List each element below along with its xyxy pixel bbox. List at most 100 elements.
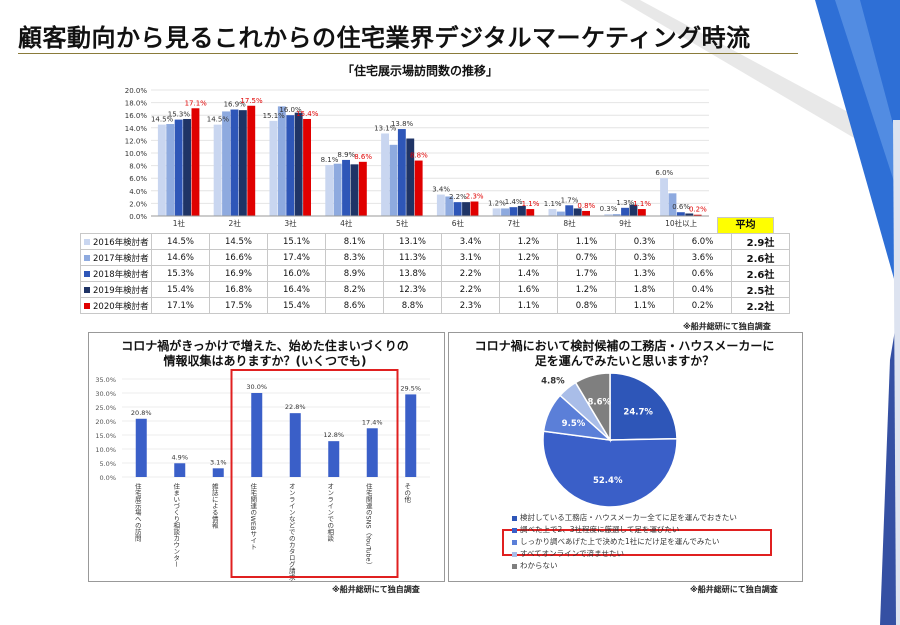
legend-swatch — [512, 563, 517, 569]
pie-legend-label: すべてオンラインで済ませたい — [520, 549, 624, 558]
chart1-bar — [222, 111, 230, 216]
chart1-data-label: 2.2% — [449, 193, 467, 201]
chart2-category-label: その他 — [403, 483, 411, 504]
legend-swatch — [84, 239, 90, 245]
chart1-bar — [230, 109, 239, 216]
table-row: 2020年検討者 17.1% 17.5% 15.4% 8.6% 8.8% 2.3% 1.1% 0… — [80, 297, 790, 314]
chart1-bar — [183, 118, 191, 216]
chart1-bar — [573, 208, 582, 216]
chart1-ytick: 12.0% — [125, 137, 148, 145]
chart1-bar — [389, 144, 398, 216]
legend-label: 2016年検討者 — [93, 237, 149, 248]
chart1-bar — [462, 202, 470, 216]
chart1-bar — [621, 207, 629, 216]
chart1-bar — [238, 110, 247, 216]
chart1-data-label: 6.0% — [655, 169, 673, 177]
chart1-data-label: 16.9% — [224, 101, 247, 109]
table-cell: 1.1% — [499, 297, 558, 314]
chart1-data-label: 0.6% — [672, 203, 690, 211]
pie-legend-item: 調べた上で2、3社程度に厳選して足を運びたい — [512, 524, 737, 536]
chart1-data-label: 17.5% — [240, 97, 263, 105]
chart1-ytick: 16.0% — [125, 112, 148, 120]
source-note-1: ※船井総研にて独自調査 — [683, 322, 771, 331]
chart1-bar — [277, 106, 286, 216]
chart1-bar — [492, 208, 501, 216]
pie-slice-label: 8.6% — [587, 397, 611, 407]
chart1-data-label: 14.5% — [151, 116, 174, 124]
chart2-ytick: 5.0% — [99, 460, 116, 468]
pie-legend-label: わからない — [520, 561, 558, 570]
chart1-category-label: 7社 — [508, 218, 521, 228]
chart2-bar — [135, 418, 147, 477]
pie-legend-highlight-box — [502, 529, 772, 556]
chart1-category-label: 2社 — [229, 218, 242, 228]
chart1-bar — [565, 205, 574, 216]
pie-legend-label: しっかり調べあげた上で決めた1社にだけ足を運んでみたい — [520, 537, 720, 546]
chart2-ytick: 10.0% — [95, 446, 116, 454]
chart1-data-label: 8.1% — [321, 156, 339, 164]
chart1-data-label: 1.3% — [616, 199, 634, 207]
right-strip — [893, 120, 900, 625]
chart1-bar — [517, 205, 526, 216]
chart1-bar — [453, 202, 462, 216]
pie-slice — [542, 430, 678, 508]
chart1-bar — [556, 211, 565, 216]
legend-swatch — [84, 255, 90, 261]
pie-slice-label: 24.7% — [623, 407, 653, 417]
info-gathering-panel — [88, 332, 445, 582]
chart1-bar — [676, 212, 685, 216]
chart1-data-label: 15.1% — [263, 112, 286, 120]
chart2-category-label: オンラインでの相談 — [326, 483, 334, 543]
blue-corner-accent — [835, 0, 900, 200]
chart2-title: コロナ禍がきっかけで増えた、始めた住まいづくりの 情報収集はありますか？(いくつ… — [95, 339, 435, 369]
chart1-data-label: 15.3% — [168, 111, 191, 119]
legend-swatch — [84, 303, 90, 309]
chart2-title-line1: コロナ禍がきっかけで増えた、始めた住まいづくりの — [121, 339, 409, 353]
chart1-data-label: 3.4% — [432, 186, 450, 194]
chart1-bar — [612, 214, 621, 216]
chart2-ytick: 30.0% — [95, 390, 116, 398]
legend-label: 2017年検討者 — [93, 253, 149, 264]
chart2-ytick: 35.0% — [95, 376, 116, 384]
average-header: 平均 — [717, 217, 774, 234]
page-title: 顧客動向から見るこれからの住宅業界デジタルマーケティング時流 — [18, 24, 751, 52]
chart2-data-label: 29.5% — [400, 384, 421, 392]
chart1-data-label: 2.3% — [466, 193, 484, 201]
chart1-bar — [325, 164, 334, 216]
pie-legend: 検討している工務店・ハウスメーカー全てに足を運んでおきたい 調べた上で2、3社程度… — [512, 512, 737, 572]
chart1-bar — [381, 133, 389, 216]
chart1-data-label: 1.4% — [505, 198, 523, 206]
pie-slice — [609, 372, 678, 441]
chart1-bar — [693, 214, 702, 216]
legend-swatch — [512, 527, 517, 533]
chart1-bar — [629, 204, 638, 216]
chart1-ytick: 10.0% — [125, 150, 148, 158]
chart1-data-label: 0.8% — [577, 202, 595, 210]
chart1-title: 「住宅展示場訪問数の推移」 — [341, 64, 498, 78]
chart1-bar — [526, 209, 535, 216]
source-note-3: ※船井総研にて独自調査 — [690, 585, 778, 594]
chart1-category-label: 10社以上 — [665, 218, 698, 228]
pie-legend-item: すべてオンラインで済ませたい — [512, 548, 737, 560]
pie-slice-label: 4.8% — [541, 377, 565, 387]
source-note-2: ※船井総研にて独自調査 — [332, 585, 420, 594]
chart1-ytick: 0.0% — [129, 213, 147, 221]
chart2-ytick: 25.0% — [95, 404, 116, 412]
title-underline — [18, 53, 798, 54]
chart1-category-label: 6社 — [452, 218, 465, 228]
legend-swatch — [512, 539, 517, 545]
chart1-category-label: 3社 — [284, 218, 297, 228]
chart2-category-label: 住宅関連のWEBサイト — [249, 482, 257, 550]
chart1-category-label: 4社 — [340, 218, 353, 228]
chart1-category-label: 9社 — [619, 218, 632, 228]
chart2-ytick: 20.0% — [95, 418, 116, 426]
chart2-ytick: 15.0% — [95, 432, 116, 440]
chart2-category-label: 住宅展示場への訪問 — [133, 482, 141, 543]
chart2-category-label: 住まいづくり相談カウンター — [172, 482, 180, 568]
chart2-data-label: 3.1% — [210, 458, 227, 466]
chart1-bar — [470, 201, 479, 216]
